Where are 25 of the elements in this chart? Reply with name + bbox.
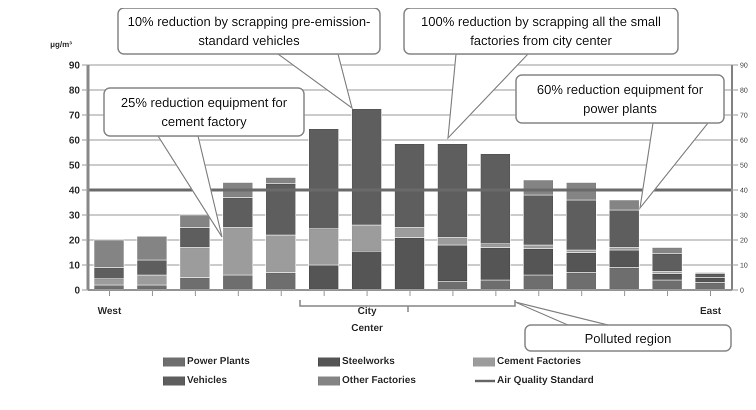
x-tick-label: City Center [351, 306, 384, 334]
annotation: 60% reduction equipment for power plants [516, 75, 724, 123]
legend-label: Power Plants [187, 356, 250, 367]
y-tick-label: 30 [68, 210, 80, 222]
y-tick-label: 60 [68, 136, 80, 147]
annotation: 25% reduction equipment for cement factory [104, 88, 304, 136]
legend-label: Cement Factories [497, 356, 581, 367]
y-tick-label: 40 [68, 186, 80, 197]
y-tick-label: 90 [68, 60, 80, 72]
y-tick-label: 10 [68, 260, 80, 272]
legend-label: Steelworks [342, 356, 395, 367]
y-tick-label: 0 [74, 286, 80, 297]
text: 100% reduction by scrapping all the small factories from city center [404, 8, 678, 54]
y-tick-label: 70 [68, 110, 80, 122]
x-tick-label: West [98, 306, 122, 317]
x-tick-label: East [700, 306, 722, 317]
legend-label: Other Factories [342, 375, 416, 386]
text: 10% reduction by scrapping pre-emission-standard vehicles [118, 8, 380, 54]
y-tick-label: 50 [68, 160, 80, 172]
legend-label: Air Quality Standard [497, 375, 594, 386]
y-tick-label: 20 [68, 236, 80, 247]
legend-label: Vehicles [187, 375, 228, 386]
text: Polluted region [525, 325, 731, 351]
y-tick-label: 80 [68, 86, 80, 97]
y-axis-title: μg/m³ [50, 40, 72, 49]
